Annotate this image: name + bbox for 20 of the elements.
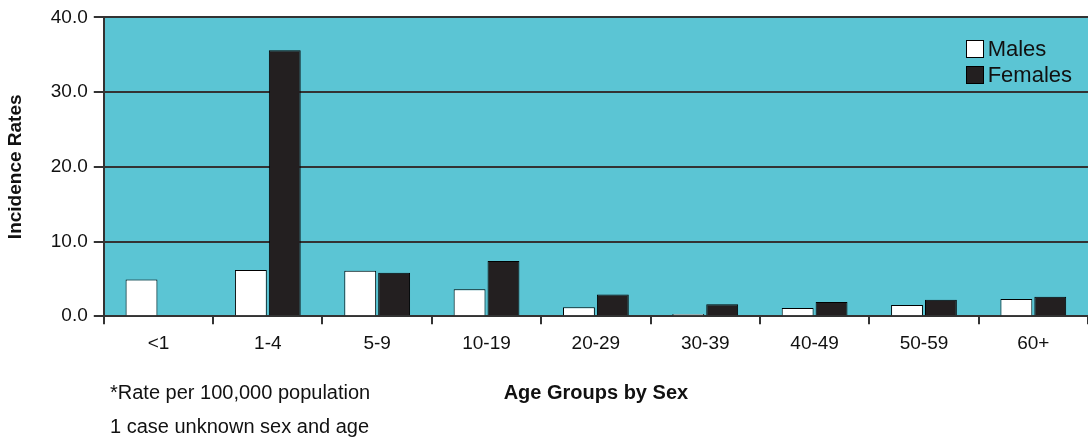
x-tick-label: 5-9 — [363, 331, 391, 353]
y-tick-label: 0.0 — [61, 304, 88, 326]
legend-label: Females — [987, 62, 1072, 88]
x-tick-label: 10-19 — [462, 331, 511, 353]
y-tick-label: 20.0 — [50, 155, 88, 177]
x-tick-label: 1-4 — [254, 331, 282, 353]
x-tick-label: 40-49 — [790, 331, 839, 353]
x-tick-label: <1 — [147, 331, 170, 353]
x-tick-label: 60+ — [1017, 331, 1050, 353]
x-tick-label: 30-39 — [680, 331, 730, 353]
y-tick-label: 30.0 — [50, 80, 88, 102]
y-axis-title: Incidence Rates — [3, 94, 25, 240]
x-tick-label: 50-59 — [899, 331, 949, 353]
y-tick-label: 10.0 — [50, 229, 88, 251]
text: 1 case unknown sex and age — [110, 414, 370, 437]
y-tick-label: 40.0 — [50, 5, 88, 27]
text: *Rate per 100,000 population — [110, 380, 371, 403]
x-axis-title: Age Groups by Sex — [503, 380, 689, 403]
x-tick-label: 20-29 — [571, 331, 621, 353]
legend-label: Males — [987, 36, 1047, 62]
